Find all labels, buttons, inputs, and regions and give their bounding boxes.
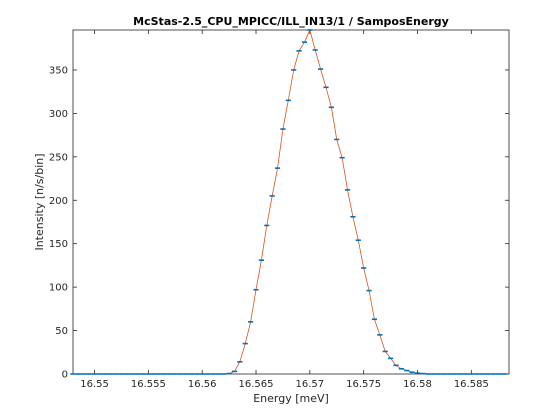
x-tick-label: 16.56 (188, 379, 217, 390)
y-tick-label: 350 (49, 65, 68, 76)
series-markers (70, 29, 507, 375)
x-axis-label: Energy [meV] (253, 392, 329, 405)
y-tick-label: 200 (49, 196, 68, 207)
x-tick-label: 16.585 (454, 379, 489, 390)
y-tick-label: 250 (49, 152, 68, 163)
x-axis: 16.55 16.555 16.56 16.565 16.57 16.575 16.58 16… (80, 30, 489, 390)
y-tick-label: 300 (49, 109, 68, 120)
y-tick-label: 100 (49, 283, 68, 294)
x-tick-label: 16.58 (403, 379, 432, 390)
x-tick-label: 16.565 (239, 379, 274, 390)
plot-area (72, 29, 510, 375)
x-tick-label: 16.57 (296, 379, 325, 390)
y-tick-label: 0 (62, 370, 68, 381)
x-tick-label: 16.575 (346, 379, 381, 390)
x-tick-label: 16.555 (131, 379, 166, 390)
y-axis: 0 50 100 150 200 250 300 350 (49, 65, 509, 381)
x-tick-label: 16.55 (80, 379, 109, 390)
chart-title: McStas-2.5_CPU_MPICC/ILL_IN13/1 / Sampos… (133, 15, 449, 28)
y-tick-label: 50 (55, 326, 68, 337)
y-tick-label: 150 (49, 239, 68, 250)
y-axis-label: Intensity [n/s/bin] (33, 153, 46, 250)
